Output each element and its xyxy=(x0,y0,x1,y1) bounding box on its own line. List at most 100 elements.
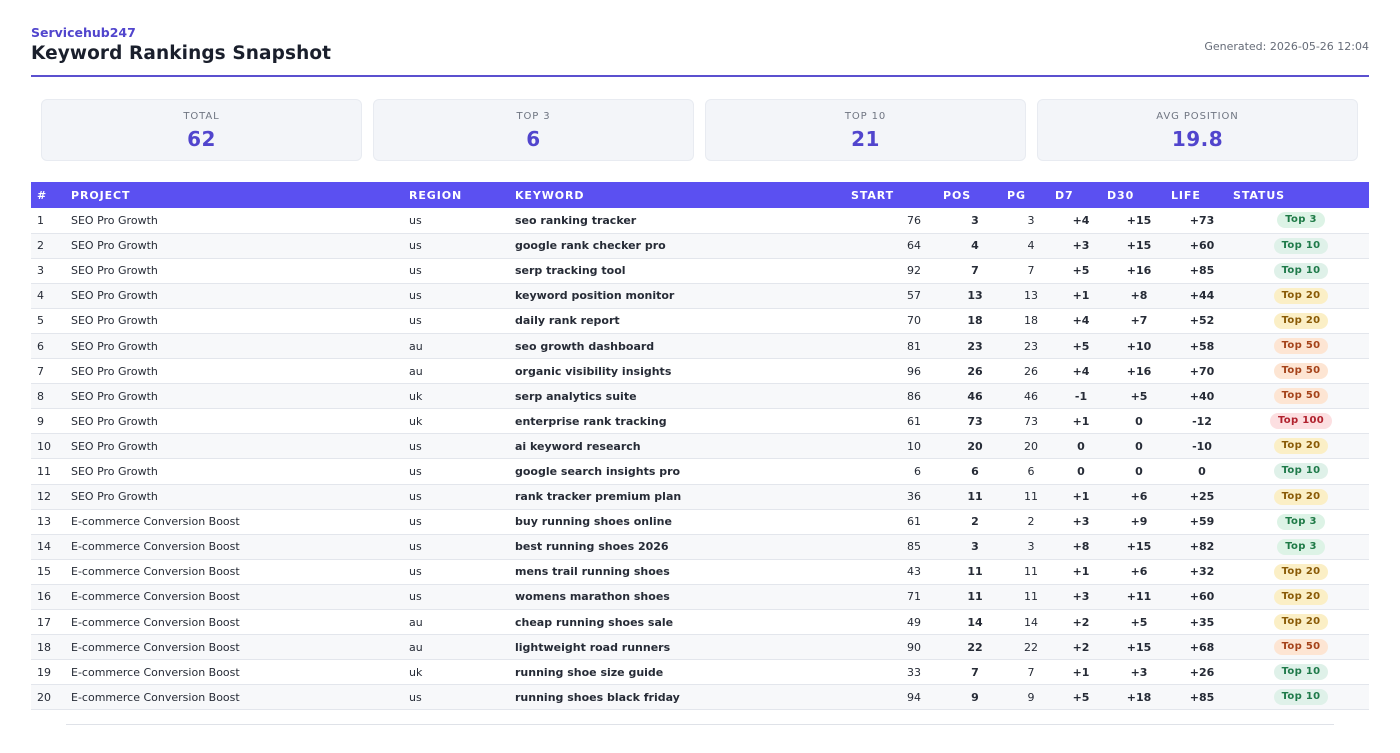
row-delta-lifetime: -12 xyxy=(1192,414,1212,428)
row-delta-7d: +5 xyxy=(1072,339,1090,353)
table-row[interactable]: 11 SEO Pro Growth us google search insights… xyxy=(31,459,1369,485)
row-keyword: mens trail running shoes xyxy=(515,565,670,579)
table-row[interactable]: 15 E-commerce Conversion Boost us mens trai… xyxy=(31,559,1369,585)
row-start-position: 33 xyxy=(907,665,921,679)
row-delta-lifetime: +25 xyxy=(1189,490,1215,504)
row-project: SEO Pro Growth xyxy=(71,414,158,428)
row-current-position: 23 xyxy=(967,339,983,353)
row-start-position: 10 xyxy=(907,439,921,453)
row-region: uk xyxy=(409,665,423,679)
column-header-number[interactable]: # xyxy=(37,188,48,202)
column-header-life[interactable]: LIFE xyxy=(1171,188,1201,202)
row-current-position: 11 xyxy=(967,490,983,504)
table-row[interactable]: 17 E-commerce Conversion Boost au cheap run… xyxy=(31,610,1369,635)
row-current-position: 2 xyxy=(971,515,979,529)
row-delta-30d: +16 xyxy=(1126,264,1152,278)
row-delta-7d: +5 xyxy=(1072,690,1090,704)
column-header-status[interactable]: STATUS xyxy=(1233,188,1285,202)
status-badge: Top 50 xyxy=(1273,639,1329,656)
row-page-position: 3 xyxy=(1027,213,1035,227)
status-badge: Top 20 xyxy=(1273,614,1329,631)
row-current-position: 13 xyxy=(967,289,983,303)
row-keyword: serp tracking tool xyxy=(515,264,626,278)
row-region: au xyxy=(409,640,423,654)
row-delta-7d: +2 xyxy=(1072,615,1090,629)
page-title: Keyword Rankings Snapshot xyxy=(31,43,332,64)
row-delta-7d: +1 xyxy=(1072,490,1090,504)
row-page-position: 6 xyxy=(1027,464,1035,478)
table-row[interactable]: 19 E-commerce Conversion Boost uk running s… xyxy=(31,660,1369,685)
row-status: Top 20 xyxy=(1233,434,1369,459)
row-current-position: 4 xyxy=(971,239,979,253)
row-region: au xyxy=(409,339,423,353)
stat-value: 21 xyxy=(851,127,880,151)
row-project: E-commerce Conversion Boost xyxy=(71,615,240,629)
rankings-table: # PROJECT REGION KEYWORD START POS PG D7… xyxy=(31,182,1369,710)
row-delta-7d: +3 xyxy=(1072,239,1090,253)
row-delta-lifetime: +26 xyxy=(1189,665,1215,679)
row-delta-30d: +16 xyxy=(1126,364,1152,378)
row-status: Top 20 xyxy=(1233,283,1369,308)
row-current-position: 3 xyxy=(971,540,979,554)
row-current-position: 7 xyxy=(971,665,979,679)
row-delta-7d: +1 xyxy=(1072,565,1090,579)
row-current-position: 73 xyxy=(967,414,983,428)
row-delta-7d: +4 xyxy=(1072,364,1090,378)
row-project: SEO Pro Growth xyxy=(71,389,158,403)
row-delta-7d: +1 xyxy=(1072,414,1090,428)
table-row[interactable]: 10 SEO Pro Growth us ai keyword research 10 2… xyxy=(31,433,1369,459)
row-delta-30d: +15 xyxy=(1126,239,1152,253)
column-header-pos[interactable]: POS xyxy=(943,188,972,202)
table-row[interactable]: 4 SEO Pro Growth us keyword position monito… xyxy=(31,283,1369,309)
table-row[interactable]: 7 SEO Pro Growth au organic visibility insi… xyxy=(31,359,1369,384)
table-row[interactable]: 18 E-commerce Conversion Boost au lightweig… xyxy=(31,634,1369,660)
row-current-position: 7 xyxy=(971,264,979,278)
row-delta-7d: +2 xyxy=(1072,640,1090,654)
table-row[interactable]: 16 E-commerce Conversion Boost us womens ma… xyxy=(31,584,1369,610)
row-delta-7d: 0 xyxy=(1077,439,1085,453)
table-row[interactable]: 6 SEO Pro Growth au seo growth dashboard 81 2… xyxy=(31,333,1369,359)
table-row[interactable]: 20 E-commerce Conversion Boost us running s… xyxy=(31,684,1369,710)
row-delta-7d: +4 xyxy=(1072,213,1090,227)
column-header-keyword[interactable]: KEYWORD xyxy=(515,188,585,202)
row-region: au xyxy=(409,364,423,378)
row-project: E-commerce Conversion Boost xyxy=(71,540,240,554)
status-badge: Top 50 xyxy=(1273,338,1329,355)
row-current-position: 20 xyxy=(967,439,983,453)
row-project: E-commerce Conversion Boost xyxy=(71,565,240,579)
row-delta-30d: 0 xyxy=(1135,439,1143,453)
column-header-d7[interactable]: D7 xyxy=(1055,188,1074,202)
table-row[interactable]: 5 SEO Pro Growth us daily rank report 70 18 18… xyxy=(31,308,1369,334)
row-delta-30d: +7 xyxy=(1130,314,1148,328)
row-delta-lifetime: +32 xyxy=(1189,565,1215,579)
column-header-start[interactable]: START xyxy=(851,188,895,202)
row-start-position: 90 xyxy=(907,640,921,654)
table-row[interactable]: 13 E-commerce Conversion Boost us buy runni… xyxy=(31,509,1369,535)
row-delta-lifetime: +82 xyxy=(1189,540,1215,554)
row-delta-7d: +3 xyxy=(1072,590,1090,604)
table-row[interactable]: 2 SEO Pro Growth us google rank checker pro… xyxy=(31,233,1369,259)
stat-label: AVG POSITION xyxy=(1156,111,1239,122)
column-header-d30[interactable]: D30 xyxy=(1107,188,1135,202)
row-delta-30d: +11 xyxy=(1126,590,1152,604)
row-page-position: 11 xyxy=(1024,490,1038,504)
column-header-project[interactable]: PROJECT xyxy=(71,188,131,202)
row-delta-30d: 0 xyxy=(1135,464,1143,478)
table-row[interactable]: 8 SEO Pro Growth uk serp analytics suite 86 4… xyxy=(31,383,1369,409)
column-header-region[interactable]: REGION xyxy=(409,188,463,202)
row-delta-30d: +3 xyxy=(1130,665,1148,679)
row-page-position: 4 xyxy=(1027,239,1035,253)
row-region: us xyxy=(409,213,422,227)
table-row[interactable]: 9 SEO Pro Growth uk enterprise rank trackin… xyxy=(31,409,1369,434)
table-row[interactable]: 3 SEO Pro Growth us serp tracking tool 92 7 7 +… xyxy=(31,258,1369,284)
table-row[interactable]: 14 E-commerce Conversion Boost us best runn… xyxy=(31,534,1369,560)
table-row[interactable]: 1 SEO Pro Growth us seo ranking tracker 76 3 3… xyxy=(31,208,1369,234)
row-current-position: 6 xyxy=(971,464,979,478)
header-divider xyxy=(31,75,1369,77)
row-current-position: 11 xyxy=(967,565,983,579)
column-header-pg[interactable]: PG xyxy=(1007,188,1026,202)
row-region: us xyxy=(409,540,422,554)
row-region: us xyxy=(409,314,422,328)
table-row[interactable]: 12 SEO Pro Growth us rank tracker premium p… xyxy=(31,484,1369,510)
status-badge: Top 50 xyxy=(1273,388,1329,405)
